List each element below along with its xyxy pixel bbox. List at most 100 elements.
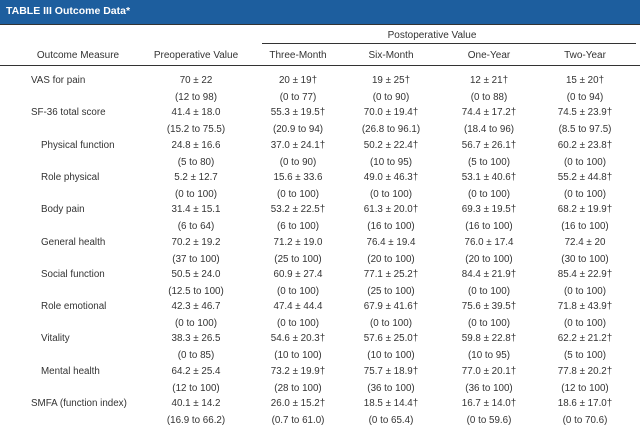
row-value: 19 ± 25†	[371, 75, 411, 86]
row-value: 64.2 ± 25.4	[171, 366, 221, 377]
row-value: 68.2 ± 19.9†	[557, 204, 613, 215]
row-label: Social function	[41, 269, 105, 280]
row-value: 38.3 ± 26.5	[171, 333, 221, 344]
row-value: 47.4 ± 44.4	[273, 301, 323, 312]
row-value: 75.6 ± 39.5†	[461, 301, 517, 312]
row-range: (0 to 65.4)	[368, 415, 414, 426]
column-header-one-year: One-Year	[467, 50, 511, 61]
row-range: (0 to 94)	[566, 92, 604, 103]
row-range: (0 to 90)	[372, 92, 410, 103]
top-rule	[0, 24, 640, 25]
row-value: 77.1 ± 25.2†	[363, 269, 419, 280]
row-value: 76.0 ± 17.4	[464, 237, 514, 248]
row-range: (36 to 100)	[465, 383, 513, 394]
row-value: 15 ± 20†	[565, 75, 605, 86]
row-range: (0 to 100)	[564, 157, 606, 168]
row-range: (0 to 100)	[277, 189, 319, 200]
group-header-postoperative: Postoperative Value	[387, 30, 477, 41]
row-label: Mental health	[41, 366, 100, 377]
row-value: 70.2 ± 19.2	[171, 237, 221, 248]
row-range: (16 to 100)	[561, 221, 609, 232]
column-header-three-month: Three-Month	[269, 50, 327, 61]
row-range: (37 to 100)	[172, 254, 220, 265]
row-range: (0 to 85)	[177, 350, 215, 361]
row-value: 53.2 ± 22.5†	[270, 204, 326, 215]
row-value: 5.2 ± 12.7	[174, 172, 218, 183]
row-range: (25 to 100)	[367, 286, 415, 297]
row-range: (0 to 100)	[564, 286, 606, 297]
row-value: 50.5 ± 24.0	[171, 269, 221, 280]
row-range: (0 to 88)	[470, 92, 508, 103]
row-value: 37.0 ± 24.1†	[270, 140, 326, 151]
column-header-six-month: Six-Month	[368, 50, 414, 61]
row-value: 76.4 ± 19.4	[366, 237, 416, 248]
row-value: 49.0 ± 46.3†	[363, 172, 419, 183]
row-range: (10 to 100)	[367, 350, 415, 361]
header-rule	[0, 65, 640, 66]
row-range: (16.9 to 66.2)	[166, 415, 226, 426]
row-value: 31.4 ± 15.1	[171, 204, 221, 215]
table-title-bar: TABLE III Outcome Data*	[0, 0, 640, 24]
row-range: (5 to 100)	[468, 157, 510, 168]
row-range: (0 to 100)	[564, 318, 606, 329]
row-label: VAS for pain	[31, 75, 86, 86]
row-range: (0 to 100)	[175, 189, 217, 200]
row-value: 70.0 ± 19.4†	[363, 107, 419, 118]
row-value: 74.4 ± 17.2†	[461, 107, 517, 118]
row-label: Vitality	[41, 333, 70, 344]
row-range: (16 to 100)	[465, 221, 513, 232]
row-range: (0 to 59.6)	[466, 415, 512, 426]
row-range: (0 to 100)	[370, 318, 412, 329]
row-label: Role physical	[41, 172, 100, 183]
row-label: SF-36 total score	[31, 107, 106, 118]
row-value: 18.5 ± 14.4†	[363, 398, 419, 409]
row-range: (12.5 to 100)	[168, 286, 224, 297]
row-value: 41.4 ± 18.0	[171, 107, 221, 118]
row-value: 55.2 ± 44.8†	[557, 172, 613, 183]
row-value: 12 ± 21†	[469, 75, 509, 86]
row-value: 70 ± 22	[179, 75, 213, 86]
row-range: (15.2 to 75.5)	[166, 124, 226, 135]
row-value: 42.3 ± 46.7	[171, 301, 221, 312]
row-value: 74.5 ± 23.9†	[557, 107, 613, 118]
row-value: 61.3 ± 20.0†	[363, 204, 419, 215]
row-value: 71.8 ± 43.9†	[557, 301, 613, 312]
row-range: (5 to 100)	[564, 350, 606, 361]
column-header-outcome-measure: Outcome Measure	[36, 50, 120, 61]
row-range: (20 to 100)	[465, 254, 513, 265]
row-range: (0 to 100)	[468, 318, 510, 329]
row-value: 50.2 ± 22.4†	[363, 140, 419, 151]
row-label: Physical function	[41, 140, 115, 151]
row-label: Body pain	[41, 204, 85, 215]
row-value: 55.3 ± 19.5†	[270, 107, 326, 118]
row-label: SMFA (function index)	[31, 398, 127, 409]
row-range: (0.7 to 61.0)	[271, 415, 325, 426]
row-range: (0 to 100)	[370, 189, 412, 200]
row-range: (36 to 100)	[367, 383, 415, 394]
row-value: 56.7 ± 26.1†	[461, 140, 517, 151]
row-value: 71.2 ± 19.0	[273, 237, 323, 248]
row-range: (12 to 98)	[175, 92, 217, 103]
row-range: (5 to 80)	[177, 157, 215, 168]
row-value: 75.7 ± 18.9†	[363, 366, 419, 377]
row-value: 18.6 ± 17.0†	[557, 398, 613, 409]
row-value: 54.6 ± 20.3†	[270, 333, 326, 344]
row-range: (28 to 100)	[274, 383, 322, 394]
row-label: General health	[41, 237, 106, 248]
row-range: (0 to 100)	[277, 286, 319, 297]
row-range: (20 to 100)	[367, 254, 415, 265]
row-range: (6 to 64)	[177, 221, 215, 232]
row-range: (12 to 100)	[172, 383, 220, 394]
row-value: 20 ± 19†	[278, 75, 318, 86]
row-value: 69.3 ± 19.5†	[461, 204, 517, 215]
row-range: (10 to 95)	[468, 350, 510, 361]
row-range: (0 to 77)	[279, 92, 317, 103]
row-range: (18.4 to 96)	[463, 124, 515, 135]
row-value: 77.0 ± 20.1†	[461, 366, 517, 377]
row-value: 85.4 ± 22.9†	[557, 269, 613, 280]
row-range: (10 to 100)	[274, 350, 322, 361]
row-value: 60.2 ± 23.8†	[557, 140, 613, 151]
row-range: (26.8 to 96.1)	[361, 124, 421, 135]
row-range: (10 to 95)	[370, 157, 412, 168]
row-range: (0 to 100)	[468, 189, 510, 200]
